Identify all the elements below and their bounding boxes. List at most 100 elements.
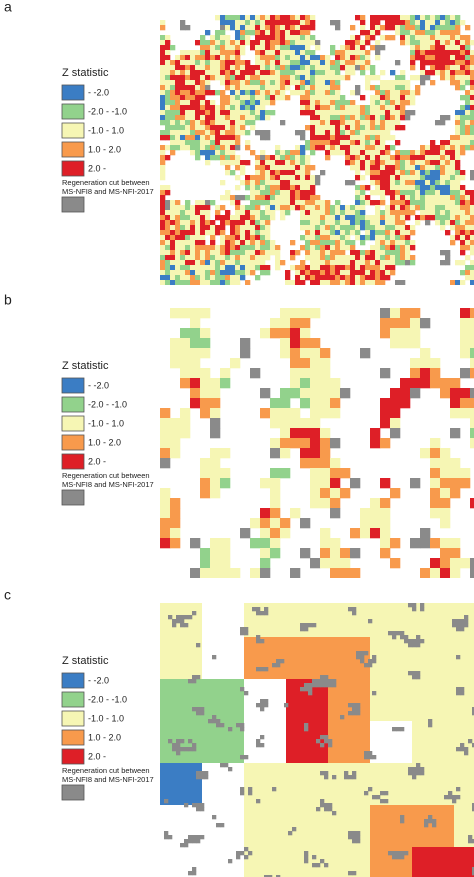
map-cell — [365, 140, 371, 146]
map-cell — [440, 70, 446, 76]
cut-patch — [416, 671, 421, 676]
map-cell — [295, 155, 301, 161]
map-cell — [350, 90, 356, 96]
map-cell — [240, 95, 246, 101]
map-cell — [160, 508, 171, 519]
map-cell — [265, 190, 271, 196]
map-cell — [350, 150, 356, 156]
map-cell — [170, 125, 176, 131]
cut-patch — [352, 835, 357, 840]
map-cell — [410, 35, 416, 41]
map-cell — [360, 105, 366, 111]
map-cell — [295, 280, 301, 285]
map-cell — [395, 230, 401, 236]
map-cell — [315, 250, 321, 256]
cut-patch — [404, 851, 409, 856]
map-cell — [280, 408, 291, 419]
map-cell — [375, 120, 381, 126]
map-cell — [170, 95, 176, 101]
map-cell — [265, 245, 271, 251]
cut-patch — [356, 655, 361, 660]
map-cell — [265, 90, 271, 96]
map-cell — [290, 568, 301, 578]
cut-patch — [472, 807, 474, 812]
map-cell — [165, 85, 171, 91]
map-cell — [400, 170, 406, 176]
map-cell — [200, 100, 206, 106]
map-cell — [470, 250, 474, 256]
cut-patch — [184, 615, 189, 620]
map-cell — [370, 130, 376, 136]
map-cell — [185, 140, 191, 146]
cut-patch — [240, 791, 245, 796]
map-cell — [470, 215, 474, 221]
map-cell — [250, 210, 256, 216]
map-cell — [365, 50, 371, 56]
map-cell — [375, 30, 381, 36]
map-cell — [200, 388, 211, 399]
map-cell — [340, 95, 346, 101]
map-cell — [230, 220, 236, 226]
map-cell — [440, 568, 451, 578]
map-cell — [275, 65, 281, 71]
map-cell — [455, 70, 461, 76]
map-cell — [435, 55, 441, 61]
map-cell — [355, 145, 361, 151]
map-cell — [410, 25, 416, 31]
map-cell — [180, 135, 186, 141]
map-cell — [240, 20, 246, 26]
map-cell — [300, 308, 311, 319]
map-cell — [355, 35, 361, 41]
map-cell — [240, 255, 246, 261]
cut-patch — [164, 799, 169, 804]
map-cell — [365, 160, 371, 166]
map-cell — [465, 275, 471, 281]
map-cell — [265, 55, 271, 61]
map-cell — [395, 250, 401, 256]
map-cell — [220, 368, 231, 379]
map-cell — [180, 145, 186, 151]
map-cell — [255, 20, 261, 26]
map-cell — [435, 70, 441, 76]
map-cell — [395, 185, 401, 191]
map-cell — [205, 225, 211, 231]
cut-patch — [352, 707, 357, 712]
map-cell — [340, 115, 346, 121]
cut-patch — [304, 627, 309, 632]
map-cell — [330, 80, 336, 86]
map-cell — [230, 75, 236, 81]
map-cell — [220, 230, 226, 236]
map-cell — [255, 235, 261, 241]
map-cell — [335, 100, 341, 106]
map-cell — [215, 90, 221, 96]
map-cell — [235, 230, 241, 236]
map-cell — [385, 245, 391, 251]
map-cell — [360, 195, 366, 201]
map-cell — [410, 245, 416, 251]
map-cell — [450, 378, 461, 389]
map-cell — [195, 120, 201, 126]
map-cell — [405, 180, 411, 186]
map-cell — [440, 185, 446, 191]
map-cell — [195, 280, 201, 285]
map-cell — [245, 215, 251, 221]
map-cell — [455, 135, 461, 141]
map-cell — [330, 230, 336, 236]
map-cell — [340, 60, 346, 66]
map-cell — [465, 210, 471, 216]
map-cell — [310, 175, 316, 181]
map-cell — [430, 20, 436, 26]
map-cell — [350, 548, 361, 559]
map-cell — [445, 215, 451, 221]
map-cell — [160, 498, 171, 509]
map-cell — [225, 120, 231, 126]
cut-patch — [468, 839, 473, 844]
map-cell — [395, 165, 401, 171]
map-cell — [180, 250, 186, 256]
map-cell — [190, 270, 196, 276]
map-cell — [455, 40, 461, 46]
map-cell — [165, 95, 171, 101]
map-cell — [465, 40, 471, 46]
map-cell — [410, 75, 416, 81]
map-cell — [415, 195, 421, 201]
